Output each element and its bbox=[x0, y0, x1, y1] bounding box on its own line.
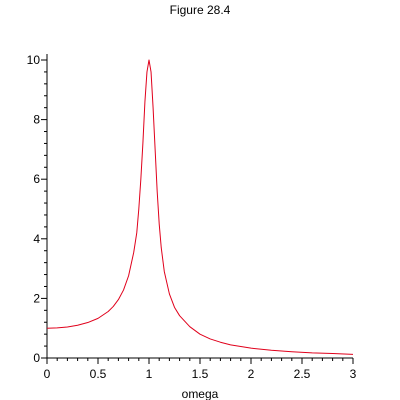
y-tick-label: 8 bbox=[33, 113, 40, 127]
series-line-0 bbox=[46, 59, 354, 355]
x-tick-label: 2.5 bbox=[294, 367, 311, 381]
y-tick-label: 4 bbox=[33, 232, 40, 246]
chart-title: Figure 28.4 bbox=[170, 3, 231, 17]
y-tick-label: 2 bbox=[33, 291, 40, 305]
y-tick-label: 0 bbox=[33, 351, 40, 365]
y-tick-label: 6 bbox=[33, 172, 40, 186]
x-tick-label: 3 bbox=[350, 367, 357, 381]
y-tick-label: 10 bbox=[27, 53, 41, 67]
plot-area: 0 0.5 1 1.5 2 2.5 3 0 2 4 6 8 10 bbox=[27, 53, 357, 381]
x-tick-label: 0.5 bbox=[90, 367, 107, 381]
x-tick-label: 0 bbox=[44, 367, 51, 381]
x-tick-label: 1 bbox=[146, 367, 153, 381]
x-tick-label: 2 bbox=[248, 367, 255, 381]
x-axis-label: omega bbox=[182, 387, 219, 400]
x-tick-label: 1.5 bbox=[192, 367, 209, 381]
